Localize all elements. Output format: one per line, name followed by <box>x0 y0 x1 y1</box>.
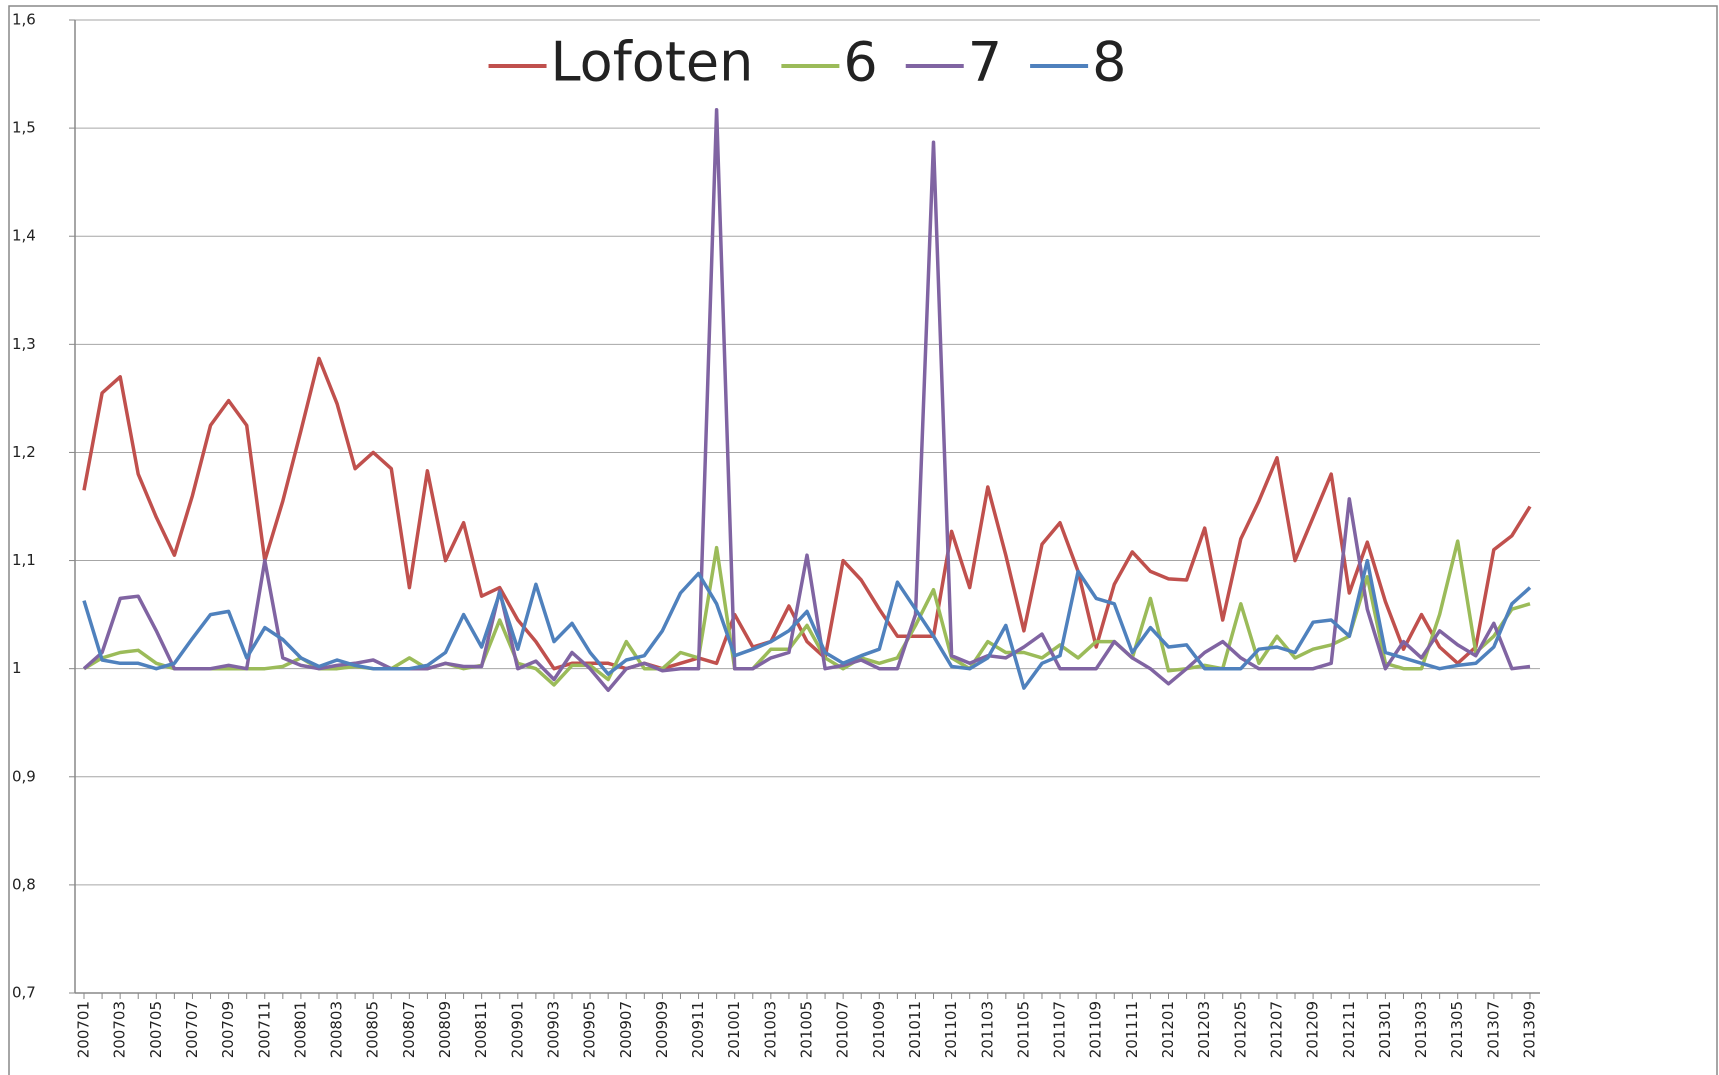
legend-label: 7 <box>968 31 1002 94</box>
x-tick-label: 200907 <box>617 1001 635 1058</box>
y-tick-label: 1,5 <box>12 119 36 137</box>
x-tick-label: 200705 <box>147 1001 165 1058</box>
x-tick-label: 201003 <box>761 1001 779 1058</box>
y-tick-label: 1,4 <box>12 227 36 245</box>
x-tick-label: 200807 <box>400 1001 418 1058</box>
x-tick-label: 201105 <box>1014 1001 1032 1058</box>
x-tick-label: 201001 <box>725 1001 743 1058</box>
x-tick-label: 200803 <box>328 1001 346 1058</box>
x-tick-label: 201307 <box>1484 1001 1502 1058</box>
y-tick-label: 1 <box>12 659 22 677</box>
x-tick-label: 200707 <box>183 1001 201 1058</box>
y-tick-label: 1,1 <box>12 551 36 569</box>
x-tick-label: 201107 <box>1051 1001 1069 1058</box>
legend-label: 6 <box>843 31 877 94</box>
x-tick-label: 200911 <box>689 1001 707 1058</box>
y-tick-label: 1,3 <box>12 335 36 353</box>
series-line <box>82 107 1531 693</box>
y-tick-label: 0,8 <box>12 875 36 893</box>
x-tick-label: 201009 <box>870 1001 888 1058</box>
x-tick-label: 200701 <box>75 1001 93 1058</box>
x-tick-label: 200809 <box>436 1001 454 1058</box>
y-tick-label: 1,2 <box>12 443 36 461</box>
x-tick-label: 200903 <box>544 1001 562 1058</box>
series-line <box>82 356 1532 671</box>
chart-frame <box>8 5 1718 1075</box>
x-tick-label: 200905 <box>581 1001 599 1058</box>
x-tick-label: 201303 <box>1412 1001 1430 1058</box>
legend-label: 8 <box>1092 31 1126 94</box>
x-tick-label: 201011 <box>906 1001 924 1058</box>
x-tick-label: 201203 <box>1195 1001 1213 1058</box>
legend: Lofoten 6 7 8 <box>488 31 1126 94</box>
y-tick-label: 0,7 <box>12 984 36 1002</box>
x-tick-label: 201201 <box>1159 1001 1177 1058</box>
x-tick-label: 201205 <box>1231 1001 1249 1058</box>
x-tick-label: 201005 <box>798 1001 816 1058</box>
series-line <box>82 558 1532 690</box>
x-tick-label: 201305 <box>1448 1001 1466 1058</box>
x-tick-label: 200709 <box>219 1001 237 1058</box>
x-tick-label: 201111 <box>1123 1001 1141 1058</box>
x-tick-label: 200901 <box>508 1001 526 1058</box>
x-tick-label: 200703 <box>111 1001 129 1058</box>
y-tick-label: 1,6 <box>12 11 36 29</box>
x-tick-label: 201301 <box>1376 1001 1394 1058</box>
x-tick-label: 201109 <box>1087 1001 1105 1058</box>
x-tick-label: 201211 <box>1340 1001 1358 1058</box>
x-tick-label: 200805 <box>364 1001 382 1058</box>
x-tick-label: 201101 <box>942 1001 960 1058</box>
x-tick-label: 201007 <box>834 1001 852 1058</box>
legend-label: Lofoten <box>551 31 754 94</box>
x-tick-label: 200811 <box>472 1001 490 1058</box>
x-tick-label: 200801 <box>291 1001 309 1058</box>
x-tick-label: 201209 <box>1304 1001 1322 1058</box>
x-tick-label: 200909 <box>653 1001 671 1058</box>
x-tick-label: 201103 <box>978 1001 996 1058</box>
x-tick-label: 201207 <box>1267 1001 1285 1058</box>
x-tick-label: 201309 <box>1521 1001 1539 1058</box>
x-tick-label: 200711 <box>255 1001 273 1058</box>
y-tick-label: 0,9 <box>12 767 36 785</box>
